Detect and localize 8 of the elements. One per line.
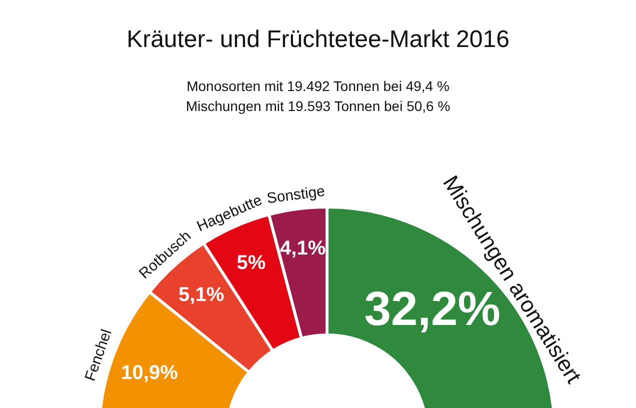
slice-label: Sonstige: [266, 182, 326, 208]
chart-subtitle: Monosorten mit 19.492 Tonnen bei 49,4 % Mischungen mit 19.593 Tonnen bei 50,6 %: [184, 77, 452, 116]
chart-title: Kräuter- und Früchtetee-Markt 2016: [126, 26, 510, 54]
data-label: 32,2%: [364, 282, 500, 336]
data-label: 5,1%: [178, 284, 224, 306]
data-label: 4,1%: [280, 238, 326, 260]
data-label: 10,9%: [121, 362, 178, 384]
data-label: 5%: [236, 252, 266, 274]
